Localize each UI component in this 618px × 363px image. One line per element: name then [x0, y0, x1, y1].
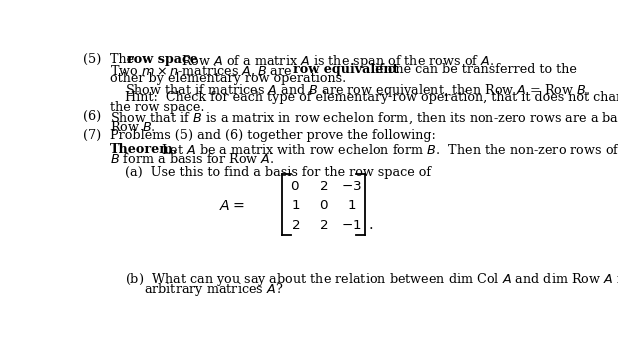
Text: $-3$: $-3$ [341, 180, 362, 193]
Text: (5): (5) [83, 53, 101, 66]
Text: Show that if matrices $A$ and $B$ are row equivalent, then Row $A$ = Row $B$.: Show that if matrices $A$ and $B$ are ro… [125, 82, 590, 99]
Text: (6): (6) [83, 110, 101, 123]
Text: $0$: $0$ [319, 199, 329, 212]
Text: if one can be transferred to the: if one can be transferred to the [371, 63, 577, 76]
Text: .: . [368, 218, 373, 232]
Text: $0$: $0$ [290, 180, 300, 193]
Text: arbitrary matrices $A$?: arbitrary matrices $A$? [145, 281, 284, 298]
Text: $A = $: $A = $ [219, 199, 244, 213]
Text: The: The [110, 53, 138, 66]
Text: the row space.: the row space. [110, 101, 205, 114]
Text: Problems (5) and (6) together prove the following:: Problems (5) and (6) together prove the … [110, 129, 436, 142]
Text: Row $B$.: Row $B$. [110, 120, 156, 134]
Text: Theorem.: Theorem. [110, 143, 178, 156]
Text: $2$: $2$ [290, 219, 300, 232]
Text: $-1$: $-1$ [341, 219, 362, 232]
Text: $2$: $2$ [320, 180, 329, 193]
Text: $1$: $1$ [347, 199, 356, 212]
Text: Two $m \times n$-matrices $A, B$ are: Two $m \times n$-matrices $A, B$ are [110, 63, 293, 78]
Text: row space: row space [127, 53, 198, 66]
Text: row equivalent: row equivalent [293, 63, 398, 76]
Text: $B$ form a basis for Row $A$.: $B$ form a basis for Row $A$. [110, 152, 274, 166]
Text: (a)  Use this to find a basis for the row space of: (a) Use this to find a basis for the row… [125, 166, 431, 179]
Text: Hint:  Check for each type of elementary row operation, that it does not change: Hint: Check for each type of elementary … [125, 91, 618, 104]
Text: Let $A$ be a matrix with row echelon form $B$.  Then the non-zero rows of: Let $A$ be a matrix with row echelon for… [157, 143, 618, 157]
Text: (b)  What can you say about the relation between dim Col $A$ and dim Row $A$ for: (b) What can you say about the relation … [125, 272, 618, 288]
Text: Row $A$ of a matrix $A$ is the span of the rows of $A$.: Row $A$ of a matrix $A$ is the span of t… [177, 53, 494, 70]
Text: other by elementary row operations.: other by elementary row operations. [110, 72, 346, 85]
Text: $1$: $1$ [290, 199, 300, 212]
Text: Show that if $B$ is a matrix in row echelon form, then its non-zero rows are a b: Show that if $B$ is a matrix in row eche… [110, 110, 618, 126]
Text: $2$: $2$ [320, 219, 329, 232]
Text: (7): (7) [83, 129, 101, 142]
